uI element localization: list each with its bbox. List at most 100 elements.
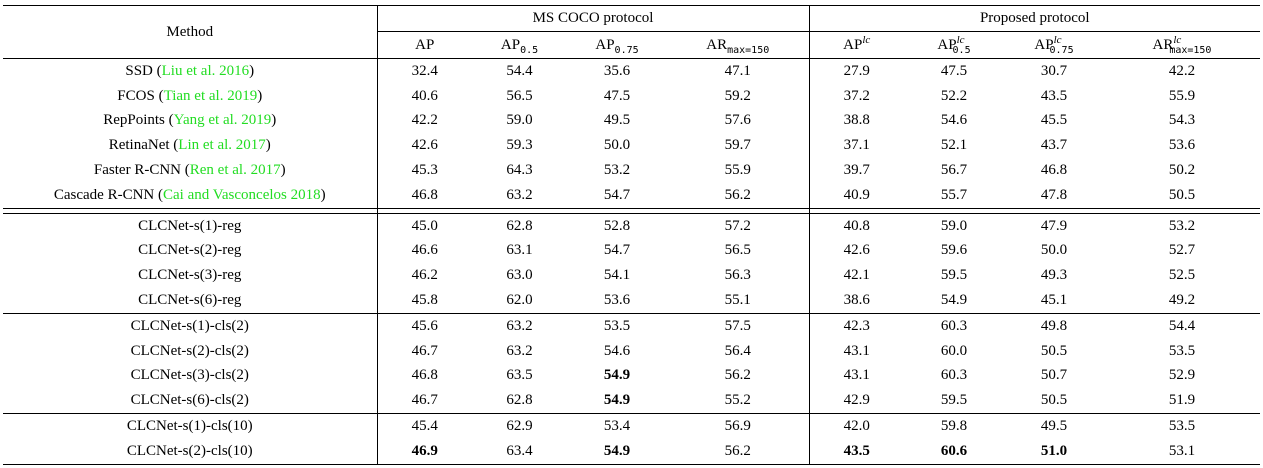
method-name: CLCNet-s(2)-reg [138,242,242,259]
table-row: CLCNet-s(1)-cls(2) 45.6 63.2 53.5 57.5 42.3 60… [3,312,1260,339]
citation-link[interactable]: Yang et al. 2019 [173,112,272,129]
method-cell: RetinaNet (Lin et al. 2017) [3,133,378,159]
citation-link[interactable]: Cai and Vasconcelos 2018 [163,186,321,203]
method-cell: CLCNet-s(6)-cls(2) [3,388,378,414]
value-cell: 54.9 [940,292,968,309]
value-cell: 50.5 [1168,186,1196,203]
method-cell: CLCNet-s(6)-reg [3,288,378,314]
value-cell: 49.5 [603,112,631,129]
value-cell: 45.1 [1040,292,1068,309]
value-cell: 57.5 [667,312,810,339]
citation-link[interactable]: Ren et al. 2017 [189,162,281,179]
value-cell: 54.6 [940,112,968,129]
column-header: AP [377,31,472,59]
table-row: CLCNet-s(1)-reg 45.0 62.8 52.8 57.2 40.8 59.0 4… [3,213,1260,239]
method-name: CLCNet-s(2)-cls(10) [126,442,253,459]
column-header: AP0.5 [472,31,567,59]
value-cell: 45.3 [411,162,438,179]
value-cell: 53.6 [603,292,631,309]
method-cell: CLCNet-s(2)-cls(2) [3,338,378,364]
method-name: CLCNet-s(6)-reg [138,292,242,309]
value-cell: 64.3 [506,162,533,179]
value-cell: 63.2 [472,312,567,339]
value-cell: 55.1 [667,288,810,314]
column-header-sub: 0.75 [614,44,639,56]
column-header: ARlcmax=150 [1104,31,1260,59]
value-cell: 54.4 [1104,312,1260,339]
column-header-base: AP [937,36,957,53]
value-cell: 63.4 [472,438,567,465]
double-rule [3,207,1260,214]
value-cell: 47.5 [603,87,631,104]
citation-link[interactable]: Tian et al. 2019 [163,87,258,104]
value-cell: 49.2 [1168,292,1196,309]
results-table: Method MS COCO protocol Proposed protoco… [3,5,1260,465]
column-header: APlc0.75 [1004,31,1104,59]
value-cell: 53.6 [1168,137,1196,154]
value-cell: 59.2 [667,83,810,109]
table-row: SSD (Liu et al. 2016) 32.4 54.4 35.6 47.1 27.… [3,58,1260,84]
column-header: APlc [809,31,904,59]
value-cell: 38.8 [843,112,870,129]
method-name: RepPoints [103,112,165,129]
column-header-sub: 0.75 [1049,44,1074,56]
value-cell: 51.9 [1168,392,1196,409]
value-cell: 50.5 [1040,342,1068,359]
value-cell: 54.9 [603,392,631,409]
value-cell: 43.5 [1040,87,1068,104]
value-cell: 59.5 [940,267,968,284]
citation-link[interactable]: Liu et al. 2016 [161,62,250,79]
value-cell: 60.0 [940,342,968,359]
method-name: CLCNet-s(1)-reg [138,217,242,234]
value-cell: 39.7 [843,162,870,179]
column-header-sup: lc [862,33,871,46]
value-cell: 59.6 [940,242,968,259]
value-cell: 52.5 [1168,267,1196,284]
value-cell: 54.7 [603,186,631,203]
value-cell: 50.5 [1040,392,1068,409]
value-cell: 55.2 [667,388,810,414]
value-cell: 42.0 [809,413,904,439]
column-header-base: AR [1152,36,1174,53]
method-cell: CLCNet-s(2)-reg [3,238,378,264]
value-cell: 56.3 [667,263,810,289]
value-cell: 60.3 [940,367,968,384]
value-cell: 56.4 [667,338,810,364]
value-cell: 52.1 [940,137,968,154]
coco-protocol-header: MS COCO protocol [377,5,810,32]
value-cell: 46.8 [411,367,438,384]
value-cell: 45.5 [1040,112,1068,129]
value-cell: 37.2 [843,87,870,104]
method-name: FCOS [117,87,155,104]
value-cell: 46.8 [411,186,438,203]
value-cell: 53.5 [1104,413,1260,439]
value-cell: 50.7 [1040,367,1068,384]
table-row: CLCNet-s(2)-cls(2) 46.7 63.2 54.6 56.4 43.1 60… [3,338,1260,364]
value-cell: 55.9 [1168,87,1196,104]
citation-link[interactable]: Lin et al. 2017 [178,137,266,154]
value-cell: 40.8 [843,217,870,234]
value-cell: 53.2 [1168,217,1196,234]
value-cell: 52.2 [940,87,968,104]
value-cell: 45.6 [377,312,472,339]
value-cell: 45.8 [411,292,438,309]
method-name: CLCNet-s(1)-cls(2) [130,317,249,334]
value-cell: 56.2 [667,438,810,465]
table-row: RetinaNet (Lin et al. 2017) 42.6 59.3 50.0 5… [3,133,1260,159]
value-cell: 43.1 [843,342,870,359]
value-cell: 49.8 [1004,312,1104,339]
method-name: CLCNet-s(1)-cls(10) [126,418,253,435]
value-cell: 47.9 [1040,217,1068,234]
value-cell: 52.7 [1168,242,1196,259]
value-cell: 46.7 [411,392,438,409]
value-cell: 57.2 [667,213,810,239]
value-cell: 56.7 [940,162,968,179]
value-cell: 63.5 [506,367,533,384]
value-cell: 63.2 [506,342,533,359]
value-cell: 54.3 [1168,112,1196,129]
value-cell: 54.6 [603,342,631,359]
method-header: Method [3,5,378,59]
column-header-base: AP [415,36,435,53]
value-cell: 46.9 [377,438,472,465]
value-cell: 38.6 [843,292,870,309]
